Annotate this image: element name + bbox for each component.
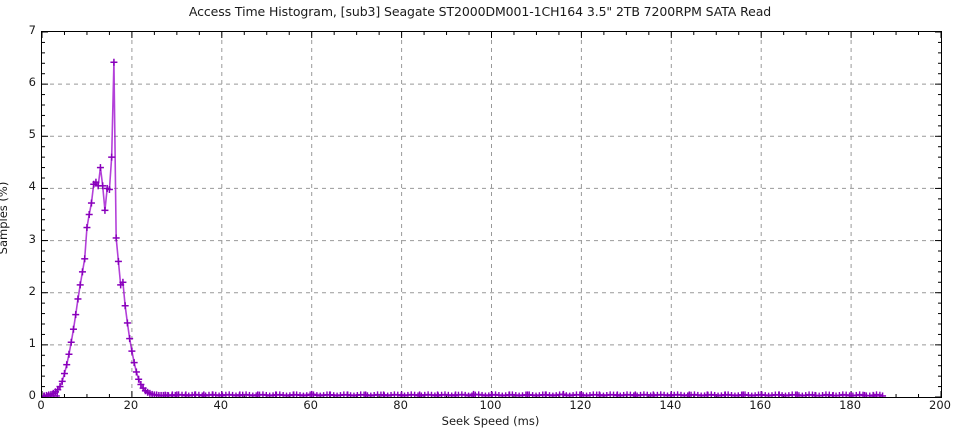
y-axis-tick-label: 4	[28, 179, 36, 194]
x-axis-tick-label: 40	[213, 398, 229, 412]
x-axis-tick-label: 200	[929, 398, 951, 412]
y-axis-tick-label: 1	[28, 335, 36, 350]
plot-area	[41, 31, 942, 398]
x-axis-label: Seek Speed (ms)	[441, 414, 540, 428]
series-markers	[42, 58, 887, 397]
y-axis-tick-label: 5	[28, 127, 36, 142]
x-axis-tick-label: 0	[37, 398, 45, 412]
series-tail-markers	[42, 391, 883, 397]
x-axis-tick-label: 80	[393, 398, 408, 412]
x-axis-tick-label: 20	[123, 398, 139, 412]
x-axis-tick-label: 140	[659, 398, 682, 412]
x-axis-tick-label: 120	[569, 398, 592, 412]
series-line	[44, 62, 883, 397]
y-axis-tick-label: 0	[28, 388, 36, 402]
x-axis-tick-label: 160	[749, 398, 772, 412]
y-axis-tick-label: 7	[28, 23, 36, 37]
x-axis-tick-label: 100	[479, 398, 502, 412]
y-axis-tick-label: 6	[28, 75, 36, 90]
chart-title: Access Time Histogram, [sub3] Seagate ST…	[188, 4, 772, 19]
y-axis-tick-labels: 0 1 2 3 4 5 6 7	[0, 0, 36, 432]
x-axis-tick-label: 180	[839, 398, 862, 412]
grid-lines	[42, 32, 941, 397]
y-axis-tick-label: 2	[28, 283, 36, 298]
y-axis-tick-label: 3	[28, 231, 36, 246]
data-series-seek-speed-histogram	[42, 58, 887, 397]
x-axis-tick-label: 60	[303, 398, 318, 412]
